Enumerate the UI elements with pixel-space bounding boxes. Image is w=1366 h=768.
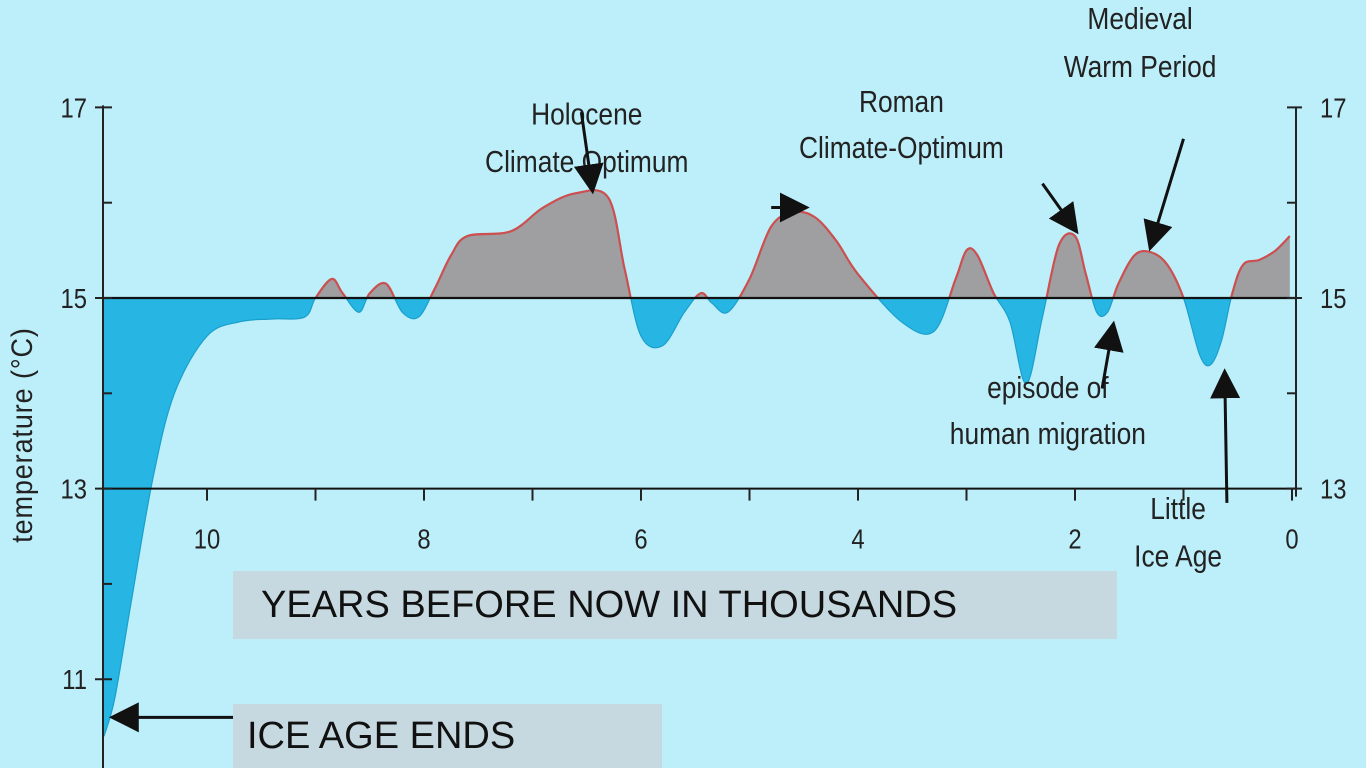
annotation-label: Ice Age: [1134, 540, 1222, 574]
x-tick-label: 10: [194, 523, 220, 555]
above-average-area: [103, 190, 1290, 298]
x-tick-label: 6: [634, 523, 647, 555]
annotation-label: Medieval: [1087, 2, 1192, 36]
y-tick-label-right: 13: [1320, 473, 1346, 505]
below-average-area: [103, 298, 1290, 737]
y-tick-label-left: 11: [62, 663, 87, 695]
annotation-label: episode of: [987, 371, 1109, 405]
years-axis-caption-text: YEARS BEFORE NOW IN THOUSANDS: [261, 584, 958, 626]
annotation-label: Holocene: [531, 98, 642, 132]
cold-outline: [103, 298, 1232, 737]
y-tick-label-right: 15: [1320, 282, 1346, 314]
y-tick-label-left: 15: [61, 282, 87, 314]
x-tick-label: 0: [1285, 523, 1298, 555]
y-tick-label-left: 17: [61, 92, 87, 124]
annotation: Roman Climate-Optimum: [799, 85, 1079, 235]
annotation: episode of human migration: [950, 320, 1146, 451]
annotation-arrow: [1094, 320, 1124, 389]
years-axis-caption: YEARS BEFORE NOW IN THOUSANDS: [233, 571, 1117, 639]
ice-age-caption-text: ICE AGE ENDS: [247, 715, 516, 757]
annotation-arrow: [1143, 138, 1185, 252]
x-tick-label: 8: [417, 523, 430, 555]
warm-outline: [314, 189, 1291, 298]
annotation-arrow: [1041, 182, 1079, 235]
annotation-label: Climate-Optimum: [799, 131, 1004, 165]
x-tick-label: 4: [851, 523, 864, 555]
annotation-label: human migration: [950, 417, 1146, 451]
annotation-arrow: [573, 111, 604, 195]
annotation-label: Little: [1150, 492, 1206, 526]
y-axis-label: temperature (°C): [6, 327, 40, 543]
annotation-label: Roman: [859, 85, 944, 119]
x-tick-label: 2: [1068, 523, 1081, 555]
annotation: Little Ice Age: [1134, 368, 1241, 574]
annotation: Medieval Warm Period: [1064, 2, 1217, 252]
annotation-arrow: [1210, 368, 1241, 503]
annotation-label: Warm Period: [1064, 50, 1217, 84]
y-tick-label-left: 13: [61, 473, 87, 505]
y-tick-label-right: 17: [1320, 92, 1346, 124]
ice-age-caption: ICE AGE ENDS: [233, 704, 662, 768]
